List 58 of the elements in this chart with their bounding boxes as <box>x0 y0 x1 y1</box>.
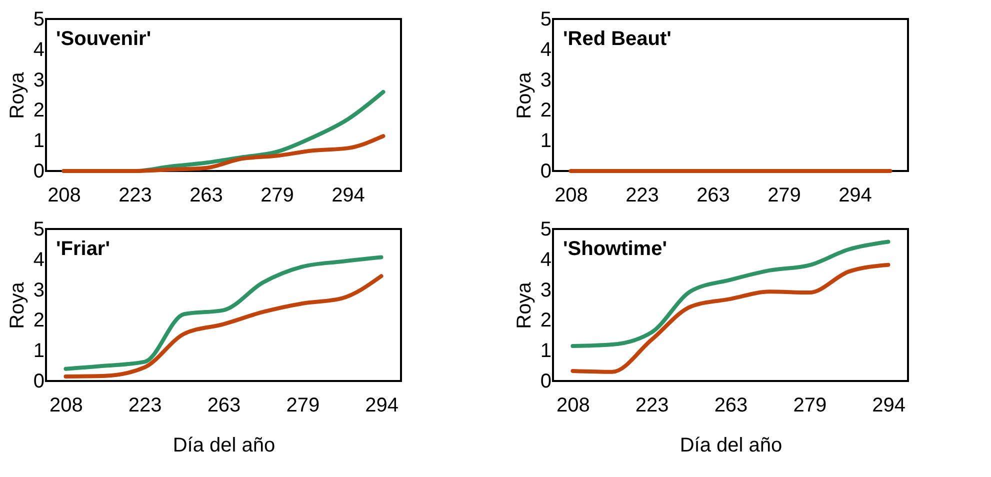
line-series <box>62 134 386 173</box>
x-axis-title: Día del año <box>680 434 782 456</box>
x-tick-label: 263 <box>207 394 241 416</box>
x-tick-label: 223 <box>635 394 669 416</box>
y-tick-label: 1 <box>33 130 44 152</box>
x-tick-label: 208 <box>50 394 83 416</box>
y-tick-label: 0 <box>33 370 44 392</box>
y-tick-label: 0 <box>540 160 552 182</box>
y-tick-label: 3 <box>33 69 44 92</box>
chart-title: 'Red Beaut' <box>563 28 672 50</box>
x-tick-label: 279 <box>286 394 320 416</box>
y-tick-label: 0 <box>540 370 552 392</box>
x-tick-label: 263 <box>714 394 748 416</box>
y-tick-label: 2 <box>540 310 552 332</box>
y-tick-label: 5 <box>540 8 552 30</box>
x-tick-label: 279 <box>793 394 827 416</box>
y-tick-label: 1 <box>540 130 552 152</box>
y-tick-label: 4 <box>33 248 44 271</box>
y-tick-label: 4 <box>33 38 44 61</box>
line-series <box>64 274 384 378</box>
line-series <box>570 262 890 374</box>
y-tick-label: 4 <box>540 248 552 271</box>
y-axis-title: Roya <box>6 71 28 119</box>
chart-title: 'Friar' <box>56 238 110 260</box>
x-tick-label: 279 <box>768 184 801 206</box>
y-tick-label: 2 <box>33 100 44 122</box>
y-axis-title: Roya <box>513 71 536 119</box>
y-tick-label: 1 <box>540 340 552 362</box>
x-tick-label: 294 <box>332 184 365 206</box>
line-series <box>64 255 384 371</box>
x-tick-label: 208 <box>48 184 81 206</box>
y-tick-label: 3 <box>540 69 552 92</box>
y-tick-label: 0 <box>33 160 44 182</box>
y-tick-label: 5 <box>540 218 552 240</box>
x-tick-label: 223 <box>118 184 152 206</box>
x-tick-label: 294 <box>838 184 872 206</box>
x-tick-label: 208 <box>554 184 588 206</box>
y-tick-label: 5 <box>33 8 44 30</box>
y-axis-title: Roya <box>6 281 28 329</box>
x-tick-label: 263 <box>190 184 223 206</box>
x-tick-label: 263 <box>696 184 730 206</box>
y-tick-label: 4 <box>540 38 552 61</box>
x-tick-label: 223 <box>626 184 659 206</box>
y-tick-label: 3 <box>33 279 44 302</box>
y-tick-label: 3 <box>540 279 552 302</box>
y-tick-label: 1 <box>33 340 44 362</box>
x-tick-label: 294 <box>365 394 398 416</box>
x-tick-label: 223 <box>128 394 162 416</box>
x-tick-label: 294 <box>872 394 906 416</box>
y-tick-label: 2 <box>33 310 44 332</box>
y-axis-title: Roya <box>513 281 536 329</box>
x-tick-label: 279 <box>260 184 294 206</box>
x-axis-title: Día del año <box>172 434 276 456</box>
chart-title: 'Souvenir' <box>56 28 152 50</box>
y-tick-label: 2 <box>540 100 552 122</box>
y-tick-label: 5 <box>33 218 44 240</box>
chart-title: 'Showtime' <box>563 238 667 260</box>
x-tick-label: 208 <box>556 394 590 416</box>
